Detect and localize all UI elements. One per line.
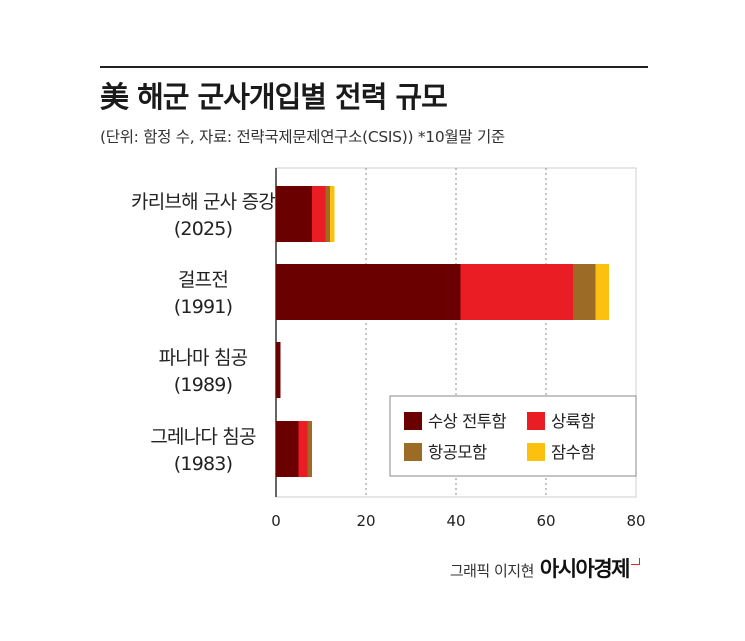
bar-segment — [276, 264, 461, 320]
bar-segment — [460, 264, 573, 320]
x-tick-label: 40 — [446, 512, 465, 530]
legend-label: 수상 전투함 — [428, 412, 506, 431]
x-tick-label: 0 — [271, 512, 281, 530]
bar-segment — [573, 264, 596, 320]
x-tick-label: 80 — [626, 512, 645, 530]
legend-swatch — [404, 443, 422, 461]
bar-segment — [595, 264, 609, 320]
bar-segment — [307, 421, 312, 477]
bar-segment — [276, 342, 281, 398]
legend-label: 항공모함 — [428, 443, 487, 462]
legend-label: 잠수함 — [551, 443, 595, 462]
bar-segment — [325, 186, 330, 242]
bar-segment — [312, 186, 326, 242]
credit-line: 그래픽 이지현 아시아경제 — [449, 553, 640, 583]
category-label: 카리브해 군사 증강 — [131, 191, 275, 213]
bar-segment — [330, 186, 335, 242]
bar-segment — [298, 421, 308, 477]
legend-swatch — [527, 443, 545, 461]
graphic-credit: 그래픽 이지현 — [449, 562, 535, 580]
category-year-label: (1989) — [174, 374, 232, 396]
chart-subtitle: (단위: 함정 수, 자료: 전략국제문제연구소(CSIS)) *10월말 기준 — [100, 128, 505, 146]
category-year-label: (1991) — [174, 296, 232, 318]
brand-mark-icon — [631, 558, 640, 565]
legend-label: 상륙함 — [551, 412, 595, 431]
legend-swatch — [527, 412, 545, 430]
category-year-label: (1983) — [174, 453, 232, 475]
brand-logo: 아시아경제 — [539, 557, 631, 581]
legend-swatch — [404, 412, 422, 430]
category-label: 그레나다 침공 — [150, 426, 256, 448]
bar-segment — [276, 186, 312, 242]
category-label: 걸프전 — [178, 269, 228, 291]
title-rule — [100, 66, 648, 68]
category-year-label: (2025) — [174, 218, 232, 240]
x-tick-label: 60 — [536, 512, 555, 530]
category-label: 파나마 침공 — [159, 347, 248, 369]
chart-title: 美 해군 군사개입별 전력 규모 — [100, 80, 448, 114]
bar-segment — [276, 421, 299, 477]
legend-box — [389, 395, 637, 477]
x-tick-label: 20 — [356, 512, 375, 530]
